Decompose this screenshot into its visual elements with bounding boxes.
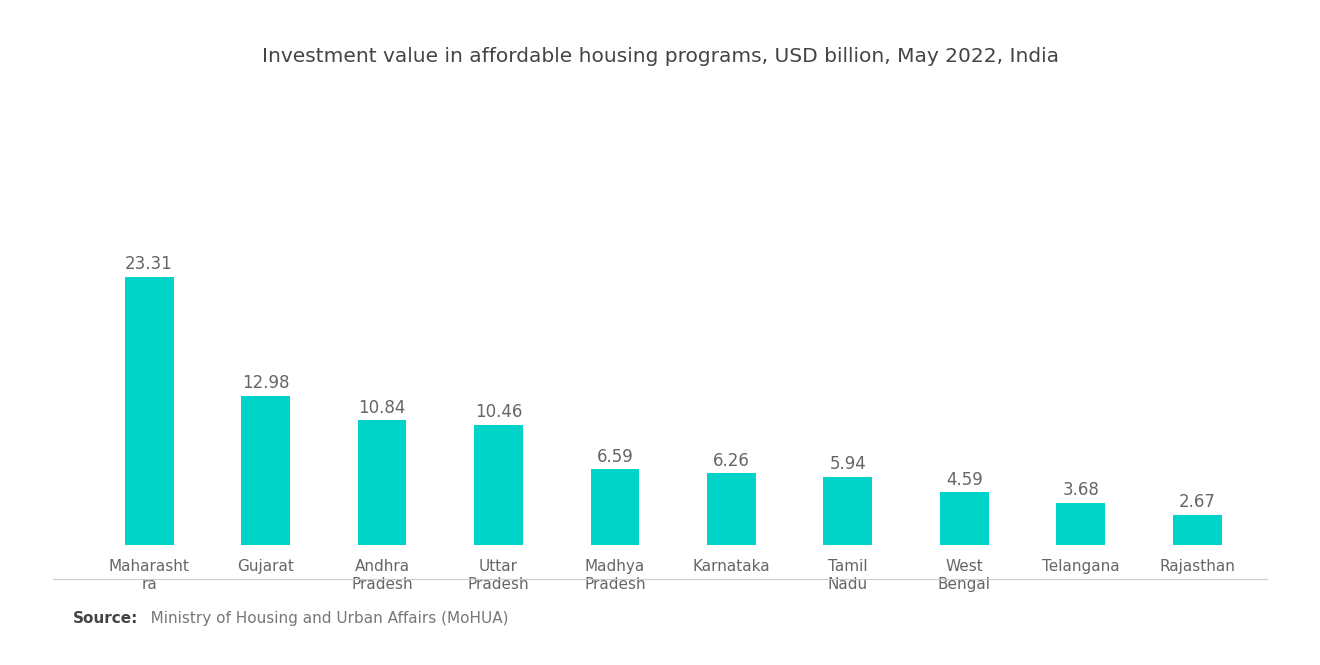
Bar: [940, 492, 989, 545]
Bar: [358, 420, 407, 545]
Text: 4.59: 4.59: [946, 471, 983, 489]
Text: Ministry of Housing and Urban Affairs (MoHUA): Ministry of Housing and Urban Affairs (M…: [136, 611, 508, 626]
Text: 6.26: 6.26: [713, 452, 750, 469]
Bar: [1173, 515, 1222, 545]
Text: 10.46: 10.46: [475, 403, 523, 421]
Bar: [1056, 503, 1105, 545]
Text: Investment value in affordable housing programs, USD billion, May 2022, India: Investment value in affordable housing p…: [261, 47, 1059, 66]
Text: 6.59: 6.59: [597, 448, 634, 466]
Text: 12.98: 12.98: [242, 374, 289, 392]
Bar: [708, 473, 756, 545]
Bar: [590, 469, 639, 545]
Text: 5.94: 5.94: [829, 456, 866, 473]
Text: 23.31: 23.31: [125, 255, 173, 273]
Bar: [474, 425, 523, 545]
Text: 10.84: 10.84: [358, 399, 405, 417]
Text: Source:: Source:: [73, 611, 139, 626]
Bar: [824, 477, 873, 545]
Text: 2.67: 2.67: [1179, 493, 1216, 511]
Text: 3.68: 3.68: [1063, 481, 1100, 499]
Bar: [124, 277, 173, 545]
Bar: [242, 396, 290, 545]
